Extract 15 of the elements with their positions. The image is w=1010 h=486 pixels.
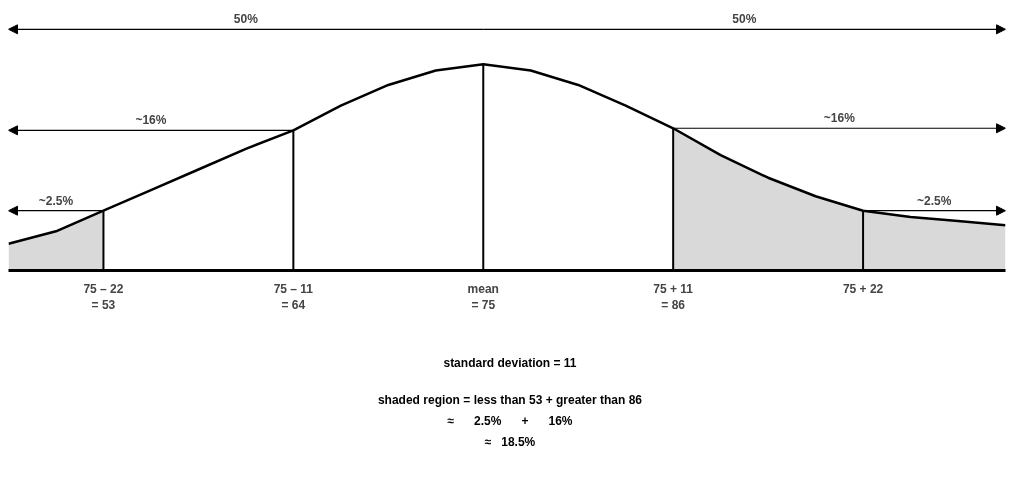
x-tick-label: 75 + 11 = 86 <box>653 281 694 313</box>
annotation: ~2.5% <box>38 193 74 208</box>
text: shaded region = less than 53 + greater than 86 <box>377 392 643 410</box>
text: ≈ 2.5% + 16% <box>446 413 574 431</box>
annotation: ~16% <box>135 113 167 128</box>
text: 50% <box>732 12 757 27</box>
annotation: ~2.5% <box>917 193 952 208</box>
text: 50% <box>233 12 259 27</box>
text: standard deviation = 11 <box>442 355 578 372</box>
text: ≈ 18.5% <box>483 434 537 452</box>
x-tick-label: 75 – 22 = 53 <box>83 281 124 313</box>
x-tick-label: 75 + 22 <box>842 281 884 296</box>
x-tick-label: 75 – 11 = 64 <box>273 281 314 313</box>
x-tick-label: mean = 75 <box>467 281 499 313</box>
annotation: ~16% <box>823 111 856 126</box>
